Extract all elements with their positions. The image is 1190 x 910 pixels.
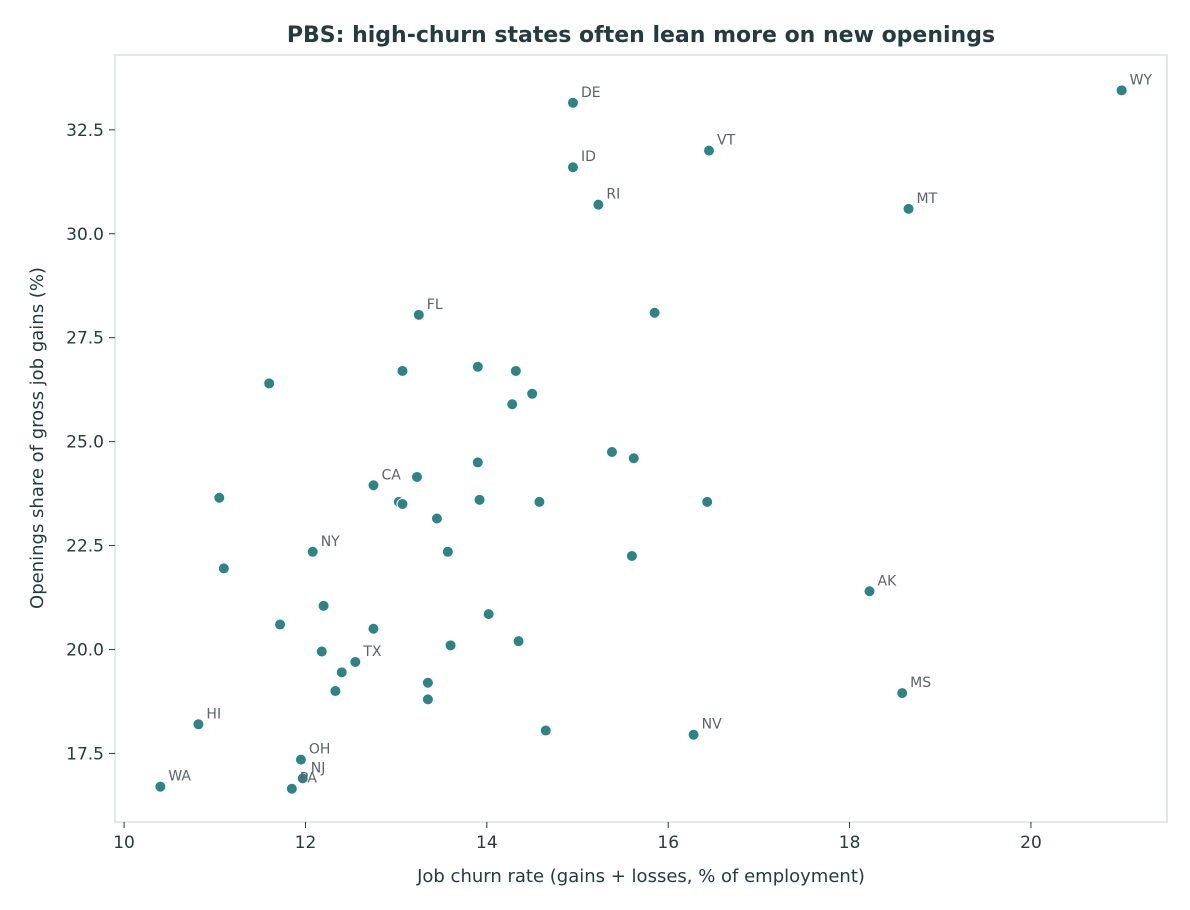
point-label: NY	[321, 534, 340, 550]
data-point	[902, 202, 915, 215]
data-point	[154, 780, 167, 793]
data-point	[687, 728, 700, 741]
data-point	[533, 495, 546, 508]
point-label: VT	[717, 133, 736, 149]
data-point	[625, 549, 638, 562]
y-axis-label: Openings share of gross job gains (%)	[27, 267, 48, 609]
data-point	[512, 635, 525, 648]
data-point	[703, 144, 716, 157]
data-point	[473, 493, 486, 506]
y-tick-label: 17.5	[66, 744, 104, 764]
data-point	[412, 308, 425, 321]
data-point	[367, 479, 380, 492]
y-tick-label: 32.5	[66, 121, 104, 141]
data-point	[421, 693, 434, 706]
data-point	[213, 491, 226, 504]
data-point	[592, 198, 605, 211]
point-label: MT	[917, 191, 938, 207]
data-point	[627, 452, 640, 465]
point-label: RI	[606, 187, 620, 203]
data-point	[192, 718, 205, 731]
data-point	[349, 655, 362, 668]
data-point	[396, 364, 409, 377]
data-point	[274, 618, 287, 631]
point-label: TX	[362, 644, 382, 660]
data-point	[285, 782, 298, 795]
x-tick-label: 18	[839, 833, 861, 853]
data-point	[526, 387, 539, 400]
y-tick-label: 27.5	[66, 329, 104, 349]
data-point	[329, 685, 342, 698]
point-label: WY	[1130, 72, 1153, 88]
data-point	[509, 364, 522, 377]
point-label: DE	[581, 85, 601, 101]
point-label: MS	[910, 675, 931, 691]
data-point	[648, 306, 661, 319]
data-point	[294, 753, 307, 766]
data-point	[444, 639, 457, 652]
x-tick-label: 14	[476, 833, 498, 853]
y-tick-label: 25.0	[66, 433, 104, 453]
data-point	[471, 456, 484, 469]
point-label: PA	[300, 771, 318, 787]
data-points	[154, 84, 1128, 795]
data-point	[317, 599, 330, 612]
point-label: ID	[581, 149, 596, 165]
data-point	[896, 687, 909, 700]
data-point	[263, 377, 276, 390]
y-tick-label: 22.5	[66, 537, 104, 557]
y-tick-label: 30.0	[66, 225, 104, 245]
point-label: FL	[427, 297, 443, 313]
data-point	[430, 512, 443, 525]
point-label: AK	[878, 573, 898, 589]
x-tick-label: 10	[113, 833, 135, 853]
data-point	[396, 497, 409, 510]
data-point	[471, 360, 484, 373]
data-point	[566, 161, 579, 174]
y-axis: 17.5 20.0 22.5 25.0 27.5 30.0 32.5	[66, 121, 115, 764]
data-point	[539, 724, 552, 737]
data-point	[421, 676, 434, 689]
data-point	[566, 96, 579, 109]
data-point	[863, 585, 876, 598]
data-point	[410, 470, 423, 483]
data-point	[217, 562, 230, 575]
data-point	[335, 666, 348, 679]
x-axis-label: Job churn rate (gains + losses, % of emp…	[416, 866, 865, 887]
data-point	[1115, 84, 1128, 97]
x-tick-label: 16	[657, 833, 679, 853]
data-point	[296, 772, 309, 785]
point-label: NV	[702, 717, 722, 733]
data-point	[482, 608, 495, 621]
point-label: NJ	[311, 760, 326, 776]
data-point	[506, 398, 519, 411]
data-point	[306, 545, 319, 558]
data-point	[367, 622, 380, 635]
point-label: CA	[381, 467, 401, 483]
y-tick-label: 20.0	[66, 640, 104, 660]
data-point	[441, 545, 454, 558]
x-axis: 10 12 14 16 18 20	[113, 822, 1042, 853]
data-point	[315, 645, 328, 658]
chart-title: PBS: high-churn states often lean more o…	[287, 23, 995, 48]
point-label: HI	[206, 706, 221, 722]
data-point	[605, 446, 618, 459]
x-tick-label: 12	[295, 833, 317, 853]
plot-frame	[114, 54, 1168, 823]
x-tick-label: 20	[1020, 833, 1042, 853]
data-point	[701, 495, 714, 508]
point-label: OH	[309, 742, 331, 758]
point-label: WA	[168, 769, 191, 785]
point-labels: WY DE VT ID RI MT FL CA NY AK TX MS HI NV OH NJ WA PA	[168, 72, 1152, 786]
